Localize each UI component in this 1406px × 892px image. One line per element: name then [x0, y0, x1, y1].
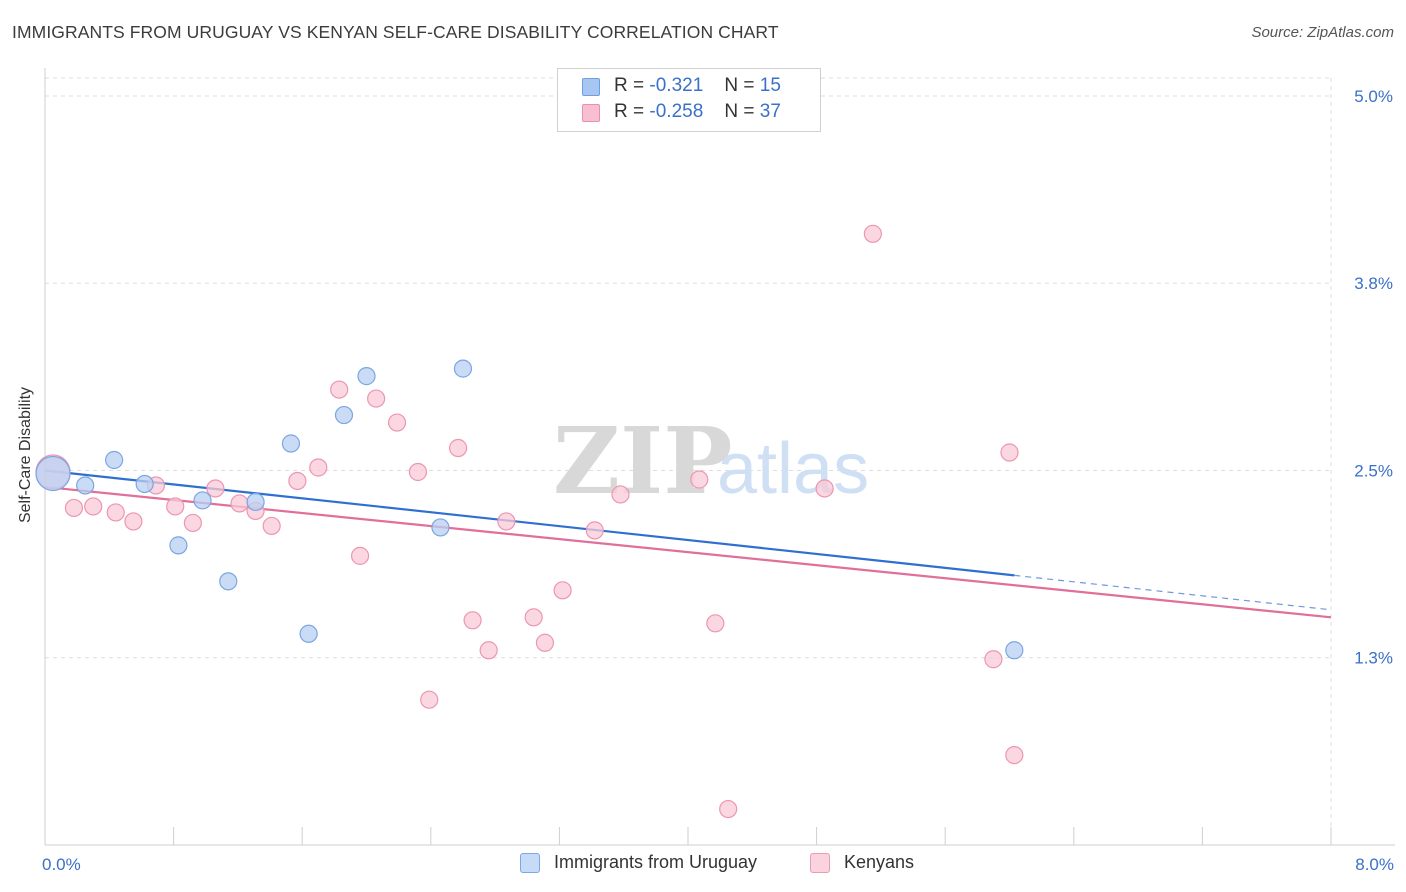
series-legend-label-uruguay: Immigrants from Uruguay: [554, 852, 758, 872]
point-kenyans: [64, 498, 84, 518]
point-kenyans: [262, 516, 281, 536]
point-kenyans: [387, 413, 407, 432]
legend-r-value: -0.321: [649, 75, 704, 96]
point-kenyans: [535, 633, 555, 652]
y-tick-label: 1.3%: [1354, 649, 1393, 668]
point-uruguay: [193, 491, 212, 510]
point-kenyans: [106, 503, 125, 522]
point-kenyans: [497, 512, 516, 531]
point-uruguay: [357, 367, 376, 386]
point-uruguay: [219, 572, 238, 591]
legend-text-kenyans: R = -0.258 N = 37: [614, 101, 781, 123]
point-kenyans: [585, 521, 604, 540]
point-kenyans: [611, 485, 630, 504]
legend-swatch-kenyans: [582, 104, 600, 122]
legend-r-label: R =: [614, 101, 645, 122]
point-kenyans: [408, 462, 428, 482]
y-tick-label: 2.5%: [1354, 461, 1393, 480]
legend-n-label: N =: [724, 101, 755, 122]
x-tick-label: 0.0%: [42, 855, 81, 874]
legend-r-label: R =: [614, 75, 645, 96]
y-axis-label-wrap: Self-Care Disability: [6, 290, 46, 620]
point-kenyans: [690, 470, 709, 489]
point-kenyans: [863, 224, 882, 243]
chart-title: IMMIGRANTS FROM URUGUAY VS KENYAN SELF-C…: [12, 22, 779, 42]
point-uruguay: [169, 536, 188, 555]
point-uruguay: [453, 359, 473, 378]
watermark-zip: ZIP: [553, 407, 732, 515]
point-kenyans: [524, 608, 543, 627]
point-kenyans: [479, 641, 498, 660]
point-uruguay: [105, 450, 124, 470]
series-legend-swatch-kenyans: [810, 853, 830, 873]
legend-text-uruguay: R = -0.321 N = 15: [614, 75, 781, 97]
legend-n-value: 37: [759, 101, 781, 122]
point-kenyans: [1000, 443, 1019, 462]
legend-r-value: -0.258: [649, 101, 704, 122]
trend-line-uruguay-extension: [1014, 574, 1332, 611]
point-kenyans: [367, 389, 386, 408]
watermark: ZIP atlas: [553, 407, 869, 515]
correlation-legend: R = -0.321 N = 15 R = -0.258 N = 37: [557, 68, 821, 132]
watermark-atlas: atlas: [717, 429, 869, 509]
point-kenyans: [166, 497, 185, 516]
point-uruguay: [35, 455, 71, 492]
point-uruguay: [334, 405, 354, 425]
point-kenyans: [230, 494, 249, 513]
point-kenyans: [719, 799, 738, 819]
point-kenyans: [463, 611, 482, 630]
point-kenyans: [206, 479, 225, 498]
y-tick-label: 3.8%: [1354, 274, 1393, 293]
point-kenyans: [309, 458, 328, 477]
y-tick-label: 5.0%: [1354, 87, 1393, 106]
point-kenyans: [330, 380, 349, 399]
data-points: [35, 224, 1024, 819]
series-legend-swatch-uruguay: [520, 853, 540, 873]
point-kenyans: [288, 471, 307, 491]
point-kenyans: [350, 546, 370, 565]
point-kenyans: [984, 650, 1003, 669]
point-kenyans: [1005, 746, 1024, 765]
y-axis-label: Self-Care Disability: [17, 386, 34, 524]
point-uruguay: [299, 624, 318, 643]
source-label: Source: ZipAtlas.com: [1251, 24, 1394, 41]
point-kenyans: [553, 581, 572, 600]
point-uruguay: [431, 518, 450, 537]
point-kenyans: [84, 497, 103, 516]
legend-swatch-uruguay: [582, 78, 600, 96]
legend-n-value: 15: [759, 75, 781, 96]
point-kenyans: [815, 479, 834, 498]
point-kenyans: [124, 512, 143, 531]
tick-labels: 1.3% 2.5% 3.8% 5.0% 0.0% 8.0%: [42, 87, 1394, 874]
point-kenyans: [183, 513, 202, 533]
point-uruguay: [135, 474, 154, 494]
point-uruguay: [281, 434, 301, 453]
series-legend-label-kenyans: Kenyans: [844, 852, 915, 872]
point-kenyans: [706, 614, 725, 633]
point-kenyans: [449, 438, 468, 458]
point-kenyans: [420, 690, 439, 709]
point-uruguay: [1005, 641, 1024, 660]
x-tick-label: 8.0%: [1355, 855, 1394, 874]
legend-n-label: N =: [724, 75, 755, 96]
point-uruguay: [76, 476, 95, 495]
point-uruguay: [246, 492, 265, 512]
